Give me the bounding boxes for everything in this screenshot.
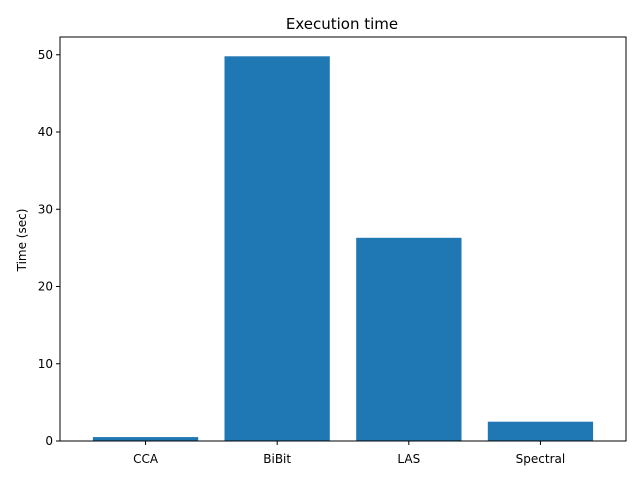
bar-spectral xyxy=(487,421,594,441)
y-tick-label: 0 xyxy=(45,434,53,448)
y-tick-label: 30 xyxy=(38,202,53,216)
x-tick-label: LAS xyxy=(397,452,420,466)
x-ticks-group: CCA BiBit LAS Spectral xyxy=(133,441,565,466)
bar-bibit xyxy=(224,56,330,442)
plot-frame xyxy=(59,36,627,442)
y-tick-label: 40 xyxy=(38,125,53,139)
y-tick-label: 50 xyxy=(38,48,53,62)
y-ticks-group: 0 10 20 30 40 50 xyxy=(38,48,60,448)
y-axis-label: Time (sec) xyxy=(15,209,29,273)
chart-title: Execution time xyxy=(286,15,398,33)
bar-cca xyxy=(92,437,199,441)
x-tick-label: CCA xyxy=(133,452,159,466)
y-tick-label: 20 xyxy=(38,280,53,294)
x-tick-label: Spectral xyxy=(516,452,566,466)
bars-group xyxy=(92,56,594,442)
y-tick-label: 10 xyxy=(38,357,53,371)
bar-las xyxy=(356,237,462,441)
x-tick-label: BiBit xyxy=(263,452,291,466)
